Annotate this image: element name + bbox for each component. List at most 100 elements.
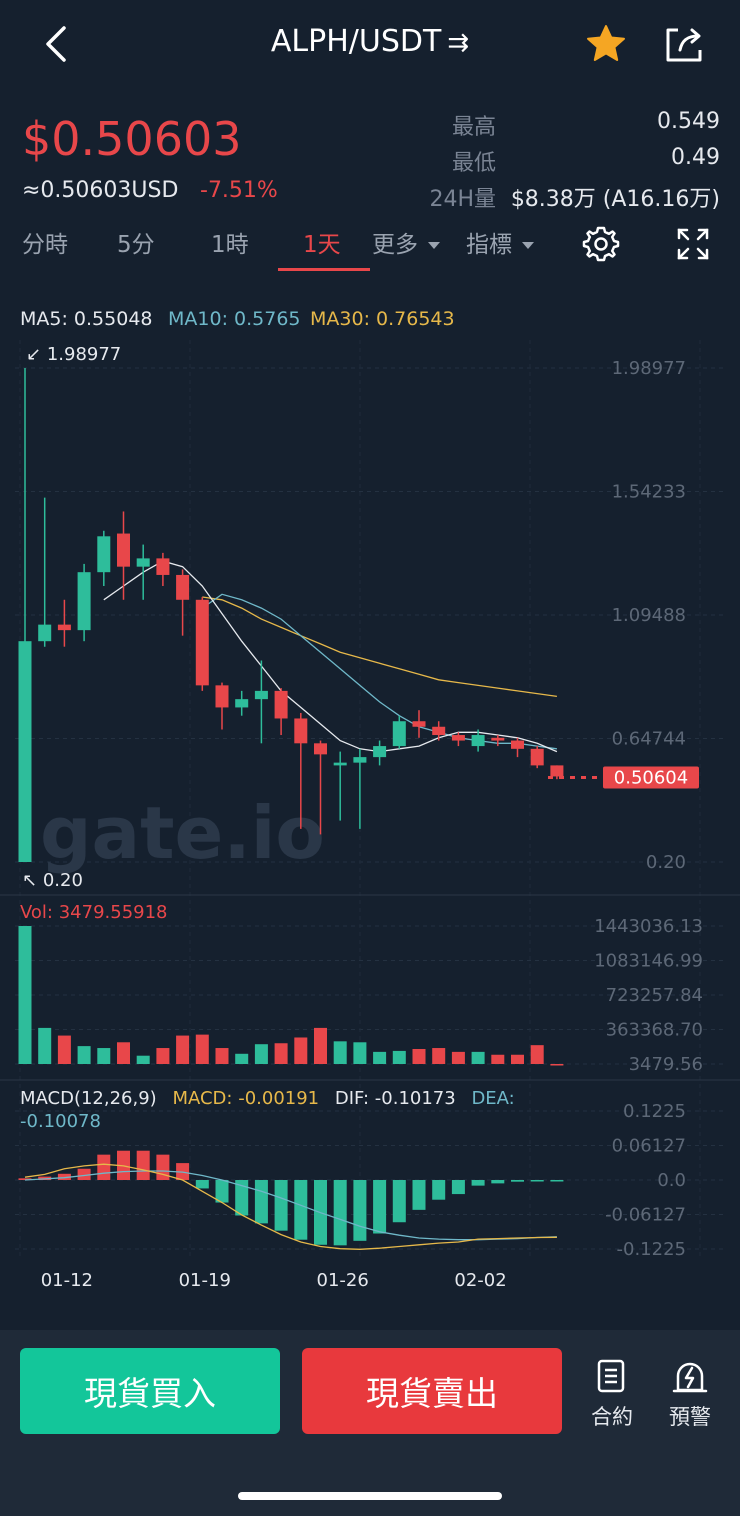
price-axis-label: 0.64744 [612,729,686,750]
candle-body [294,718,308,744]
candle-body [333,762,347,766]
spot-sell-button[interactable]: 現貨賣出 [302,1348,562,1434]
dea-line [24,1170,557,1241]
tab-indicators-label: 指標 [466,232,512,258]
macd-axis-label: 0.1225 [623,1101,686,1122]
chevron-left-icon [46,26,66,62]
chevron-down-icon [522,242,534,249]
tab-timeshare[interactable]: 分時 [22,232,68,258]
price-axis: 1.98977 1.54233 1.09488 0.64744 0.20 [612,358,686,873]
switch-pair-icon[interactable]: ⇉ [447,28,470,58]
candle-body [97,536,111,573]
candle-body [392,721,406,747]
low-value: 0.49 [671,145,720,170]
macd-histogram-bar [136,1150,150,1180]
volume-bar [156,1048,170,1064]
dea-value: -0.10078 [20,1111,101,1132]
volume-bar [550,1064,564,1066]
macd-histogram-bar [18,1178,32,1180]
alert-button[interactable]: 預警 [662,1358,718,1431]
volume-axis-label: 723257.84 [606,985,703,1006]
chart-settings-button[interactable] [582,225,620,267]
dif-value: DIF: -0.10173 [335,1088,456,1109]
candle-body [530,748,544,766]
ma-lines [103,560,558,753]
date-axis-label: 01-12 [41,1270,93,1291]
volume-bar [136,1055,150,1064]
price-axis-label: 1.54233 [612,482,686,503]
date-axis-label: 01-26 [317,1270,369,1291]
min-price-label: 0.20 [43,870,83,891]
candle-body [117,533,130,567]
candle-body [451,735,465,741]
max-arrow: ↙ [26,344,47,365]
volume-bar [392,1050,406,1064]
tab-1day[interactable]: 1天 [303,232,341,258]
volume-bar [57,1035,71,1064]
volume-bar [491,1054,505,1064]
candle-body [77,572,91,631]
spot-buy-button[interactable]: 現貨買入 [20,1348,280,1434]
back-button[interactable] [36,22,80,66]
macd-value: MACD: -0.00191 [172,1088,319,1109]
share-button[interactable] [662,22,706,66]
candle-body [373,746,387,758]
macd-axis-label: -0.1225 [617,1239,686,1260]
volume-bar [195,1034,209,1064]
macd-histogram-bar [254,1180,268,1224]
tab-more[interactable]: 更多 [372,225,440,259]
kline-chart[interactable]: gate.io 1.98977 1.54233 1.09488 0.64744 0.20… [0,330,740,1320]
macd-histogram-bar [530,1180,544,1182]
volume-bar [353,1042,367,1064]
chevron-down-icon [428,242,440,249]
candle-body [471,735,485,747]
macd-histogram-bar [274,1180,288,1231]
share-icon [666,28,702,62]
last-price-badge [603,766,699,789]
max-price-marker: ↙ 1.98977 [26,344,121,365]
macd-histogram-bar [471,1180,485,1186]
macd-histogram-bar [550,1180,564,1182]
tab-1hour[interactable]: 1時 [211,232,249,258]
contract-button[interactable]: 合約 [584,1358,640,1431]
volume-bar [412,1048,426,1064]
volume-axis-label: 3479.56 [629,1054,703,1075]
candle-body [550,765,564,777]
price-axis-label: 1.98977 [612,358,686,379]
tab-5min[interactable]: 5分 [117,232,155,258]
macd-histogram-bar [353,1180,367,1241]
home-indicator [238,1492,502,1500]
volume-legend: Vol: 3479.55918 [20,902,168,923]
low-label: 最低 [451,151,496,176]
candle-body [353,757,367,763]
candle-body [412,721,426,727]
macd-axis-label: 0.06127 [612,1136,686,1157]
volume-label: 24H量 [429,187,496,212]
volume-bar [117,1042,130,1064]
favorite-button[interactable] [584,22,628,66]
date-axis: 01-12 01-19 01-26 02-02 [41,1270,507,1291]
volume-bar [176,1035,190,1064]
volume-bar [254,1044,268,1064]
active-tab-indicator [278,268,370,271]
expand-icon [677,228,709,260]
volume-bar [432,1048,446,1064]
min-price-marker: ↖ 0.20 [22,870,83,891]
date-axis-label: 01-19 [179,1270,231,1291]
macd-histogram-bar [432,1180,446,1200]
fullscreen-button[interactable] [676,227,710,265]
macd-histogram-bar [373,1180,387,1234]
pair-title[interactable]: ALPH/USDT ⇉ [0,24,740,59]
macd-histogram-bar [451,1180,465,1195]
high-label: 最高 [451,115,496,140]
volume-bar [511,1054,524,1064]
volume-bar [235,1053,249,1064]
macd-histogram-bar [333,1180,347,1246]
candle-body [432,726,446,736]
action-bar: 現貨買入 現貨賣出 合約 預警 [0,1330,740,1516]
usd-equivalent: ≈0.50603USD [22,178,179,203]
tab-indicators[interactable]: 指標 [466,225,534,259]
macd-axis: 0.1225 0.06127 0.0 -0.06127 -0.1225 [605,1101,686,1260]
volume-bar [451,1051,465,1064]
volume-bar [274,1043,288,1064]
